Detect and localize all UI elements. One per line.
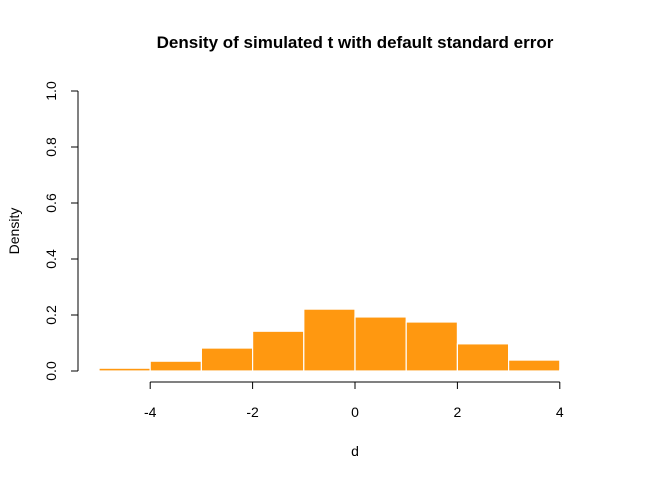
y-axis: 0.0 0.2 0.4 0.6 0.8 1.0 bbox=[43, 81, 79, 381]
x-tick-label: 0 bbox=[351, 404, 359, 420]
histogram-bar bbox=[303, 308, 356, 372]
x-axis: -4 -2 0 2 4 bbox=[144, 381, 564, 420]
y-tick-label: 1.0 bbox=[43, 81, 59, 101]
histogram-bar bbox=[200, 347, 254, 372]
y-tick-label: 0.0 bbox=[43, 361, 59, 381]
histogram-bar bbox=[149, 360, 202, 372]
histogram-bar bbox=[456, 343, 510, 372]
histogram-bar bbox=[508, 359, 561, 372]
histogram-bar bbox=[354, 316, 407, 372]
histogram-bar bbox=[559, 369, 612, 372]
y-axis-label: Density bbox=[6, 208, 22, 255]
x-axis-label: d bbox=[351, 443, 359, 459]
chart-title: Density of simulated t with default stan… bbox=[157, 33, 554, 52]
y-tick-label: 0.4 bbox=[43, 249, 59, 269]
bars-group bbox=[98, 308, 612, 372]
histogram-bar bbox=[252, 330, 305, 372]
histogram-bar bbox=[98, 367, 151, 372]
x-tick-label: -4 bbox=[144, 404, 157, 420]
y-tick-label: 0.8 bbox=[43, 137, 59, 157]
x-tick-label: 2 bbox=[454, 404, 462, 420]
x-tick-label: 4 bbox=[556, 404, 564, 420]
y-tick-label: 0.2 bbox=[43, 305, 59, 325]
y-tick-label: 0.6 bbox=[43, 193, 59, 213]
x-tick-label: -2 bbox=[246, 404, 259, 420]
histogram-bar bbox=[405, 321, 459, 372]
